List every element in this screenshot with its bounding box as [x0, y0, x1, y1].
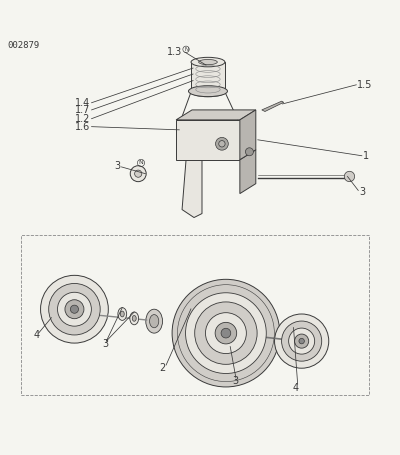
Circle shape [49, 283, 100, 335]
Circle shape [221, 329, 231, 338]
Text: 3: 3 [102, 339, 108, 349]
Ellipse shape [130, 312, 139, 325]
Text: 1.5: 1.5 [358, 80, 373, 90]
Circle shape [195, 302, 257, 364]
Text: N: N [184, 47, 188, 52]
Circle shape [215, 323, 237, 344]
Text: 1: 1 [364, 151, 370, 161]
Circle shape [40, 275, 108, 343]
Text: 1.7: 1.7 [75, 105, 90, 115]
Text: 1.2: 1.2 [75, 114, 90, 124]
Circle shape [70, 305, 78, 313]
Bar [191, 62, 225, 92]
Polygon shape [176, 120, 240, 160]
Text: 1.3: 1.3 [167, 47, 182, 57]
Text: 4: 4 [34, 330, 40, 340]
Ellipse shape [150, 314, 159, 328]
Circle shape [206, 313, 246, 354]
Ellipse shape [120, 311, 124, 317]
Ellipse shape [146, 309, 162, 333]
Ellipse shape [188, 86, 228, 96]
Circle shape [246, 148, 254, 156]
Polygon shape [182, 160, 202, 217]
Circle shape [130, 166, 146, 182]
Circle shape [274, 314, 329, 368]
Circle shape [172, 279, 280, 387]
Circle shape [289, 328, 315, 354]
Text: 4: 4 [293, 383, 299, 393]
Text: 1.6: 1.6 [75, 121, 90, 131]
Text: 2: 2 [159, 363, 165, 373]
Circle shape [135, 170, 142, 177]
Circle shape [299, 339, 304, 344]
Polygon shape [262, 101, 284, 111]
Circle shape [344, 171, 355, 182]
Ellipse shape [132, 315, 136, 321]
Circle shape [282, 321, 322, 361]
Bar [21, 236, 370, 395]
Ellipse shape [191, 87, 225, 97]
Circle shape [294, 334, 309, 348]
Circle shape [216, 137, 228, 150]
Circle shape [65, 300, 84, 318]
Circle shape [58, 292, 91, 326]
Polygon shape [240, 150, 256, 194]
Text: 3: 3 [114, 161, 120, 171]
Ellipse shape [118, 308, 127, 320]
Polygon shape [240, 110, 256, 160]
Polygon shape [176, 110, 256, 120]
Text: 002879: 002879 [8, 41, 40, 50]
Circle shape [186, 293, 266, 374]
Text: 1.4: 1.4 [75, 98, 90, 108]
Text: 3: 3 [233, 376, 239, 386]
Ellipse shape [191, 57, 225, 67]
Ellipse shape [199, 60, 217, 65]
Text: 3: 3 [360, 187, 366, 197]
Circle shape [219, 141, 225, 147]
Text: N: N [139, 161, 143, 166]
